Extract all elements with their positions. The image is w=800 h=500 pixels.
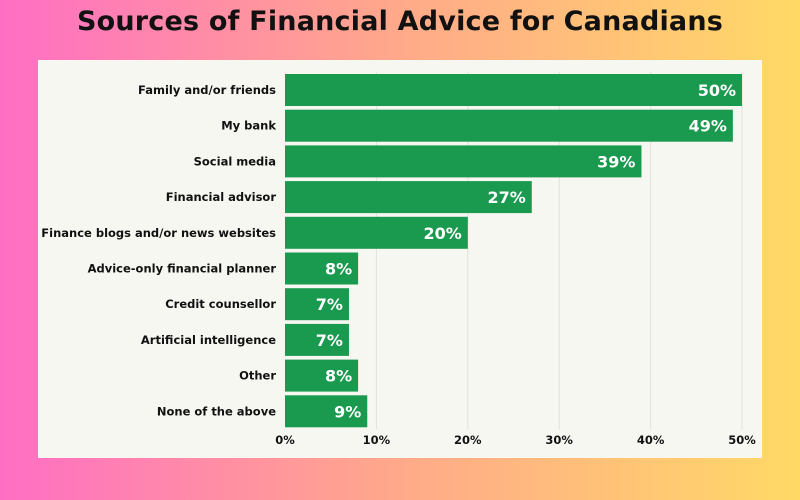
category-label: Advice-only financial planner bbox=[88, 262, 277, 276]
value-label: 9% bbox=[334, 402, 361, 421]
bar bbox=[285, 181, 532, 214]
x-tick-label: 20% bbox=[454, 433, 482, 447]
bar bbox=[285, 395, 368, 428]
bar bbox=[285, 252, 359, 285]
category-label: Financial advisor bbox=[166, 190, 277, 204]
value-label: 20% bbox=[424, 224, 462, 243]
bar-chart: Family and/or friends 50% My bank 49% Social… bbox=[41, 72, 756, 447]
chart-panel: Family and/or friends 50% My bank 49% Social… bbox=[38, 60, 762, 458]
category-label: Social media bbox=[194, 154, 276, 168]
bar bbox=[285, 74, 742, 106]
x-tick-label: 40% bbox=[637, 433, 665, 447]
value-label: 49% bbox=[689, 117, 727, 136]
category-label: None of the above bbox=[157, 404, 276, 418]
category-label: Other bbox=[239, 369, 276, 383]
bar bbox=[285, 288, 349, 321]
value-label: 50% bbox=[698, 81, 736, 100]
value-label: 39% bbox=[597, 152, 635, 171]
bar bbox=[285, 359, 359, 392]
value-label: 27% bbox=[487, 188, 525, 207]
value-label: 8% bbox=[325, 367, 352, 386]
page-title: Sources of Financial Advice for Canadian… bbox=[76, 6, 724, 37]
bar bbox=[285, 109, 733, 142]
category-label: Finance blogs and/or news websites bbox=[41, 226, 276, 240]
bar bbox=[285, 145, 642, 178]
value-label: 7% bbox=[316, 295, 343, 314]
x-tick-label: 50% bbox=[728, 433, 756, 447]
value-label: 8% bbox=[325, 260, 352, 279]
category-label: My bank bbox=[221, 119, 276, 133]
bar bbox=[285, 323, 349, 356]
bar bbox=[285, 216, 468, 249]
category-label: Family and/or friends bbox=[138, 83, 276, 97]
x-tick-label: 0% bbox=[275, 433, 295, 447]
category-label: Artificial intelligence bbox=[141, 333, 276, 347]
category-label: Credit counsellor bbox=[165, 297, 276, 311]
x-tick-label: 30% bbox=[545, 433, 573, 447]
value-label: 7% bbox=[316, 331, 343, 350]
x-tick-label: 10% bbox=[363, 433, 391, 447]
